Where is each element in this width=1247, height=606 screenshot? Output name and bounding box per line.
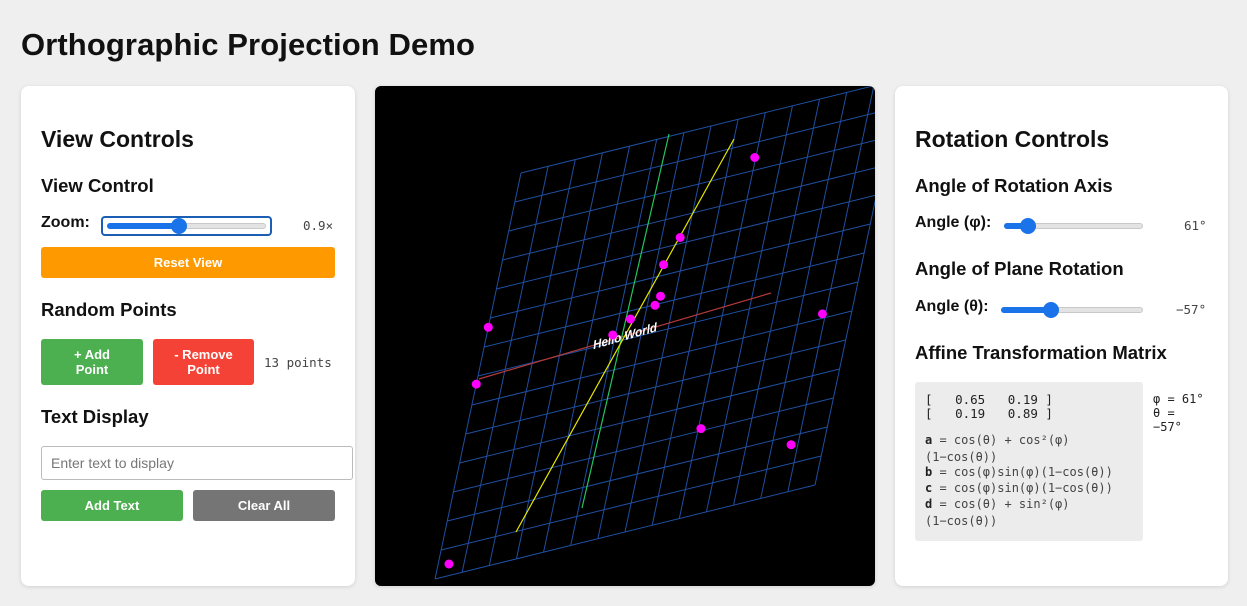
add-point-button[interactable]: + Add Point — [41, 339, 143, 385]
view-controls-title: View Controls — [41, 126, 194, 152]
points-layer — [444, 153, 827, 569]
random-point — [650, 300, 660, 310]
point-count: 13 points — [264, 355, 332, 370]
random-point — [817, 309, 827, 319]
grid-line-u — [814, 199, 875, 486]
rotation-axis-heading: Angle of Rotation Axis — [915, 175, 1113, 196]
grid-line-v — [508, 139, 875, 232]
formula-b: b = cos(φ)sin(φ)(1−cos(θ)) — [925, 465, 1113, 479]
add-text-button[interactable]: Add Text — [41, 490, 183, 521]
grid-line-v — [484, 252, 865, 348]
random-points-heading: Random Points — [41, 299, 177, 320]
rotation-controls-panel: Rotation Controls Angle of Rotation Axis… — [895, 86, 1228, 586]
grid-lines — [434, 86, 875, 580]
grid-line-u — [760, 92, 848, 499]
theta-value: −57° — [1176, 302, 1207, 317]
phi-slider-thumb[interactable] — [1019, 218, 1036, 234]
rotation-controls-title: Rotation Controls — [915, 126, 1110, 152]
random-point — [675, 233, 685, 242]
reset-view-button[interactable]: Reset View — [41, 247, 335, 278]
random-point — [656, 291, 666, 301]
random-point — [608, 330, 618, 340]
matrix-row-2: [ 0.19 0.89 ] — [925, 406, 1053, 421]
remove-point-button[interactable]: - Remove Point — [153, 339, 254, 385]
plane-rotation-heading: Angle of Plane Rotation — [915, 258, 1124, 279]
matrix-row-1: [ 0.65 0.19 ] — [925, 392, 1053, 407]
matrix-heading: Affine Transformation Matrix — [915, 342, 1167, 363]
phi-readout: φ = 61° — [1153, 392, 1204, 406]
yellow-axis-line — [515, 138, 735, 533]
page-title: Orthographic Projection Demo — [21, 27, 476, 62]
phi-label: Angle (φ): — [915, 214, 992, 231]
phi-value: 61° — [1184, 218, 1207, 233]
view-control-heading: View Control — [41, 175, 154, 196]
formula-d: d = cos(θ) + sin²(φ)(1−cos(θ)) — [925, 497, 1070, 528]
text-input[interactable] — [41, 446, 353, 480]
random-point — [786, 440, 796, 450]
random-point — [696, 424, 706, 434]
grid-line-v — [496, 194, 875, 290]
projection-canvas[interactable]: Hello World — [375, 86, 875, 586]
grid-line-v — [520, 86, 875, 174]
random-point — [626, 314, 635, 324]
view-controls-panel: View Controls View Control Zoom: 0.9× Re… — [21, 86, 355, 586]
grid-line-v — [490, 223, 871, 319]
theta-slider-thumb[interactable] — [1042, 302, 1059, 318]
zoom-value: 0.9× — [303, 218, 334, 233]
text-display-heading: Text Display — [41, 406, 149, 427]
formula-c: c = cos(φ)sin(φ)(1−cos(θ)) — [925, 481, 1113, 495]
theta-readout-label: θ = — [1153, 406, 1175, 420]
green-axis-line — [581, 133, 670, 509]
random-point — [483, 322, 493, 332]
random-point — [471, 379, 481, 389]
zoom-slider[interactable] — [101, 216, 272, 236]
formula-a: a = cos(θ) + cos²(φ)(1−cos(θ)) — [925, 433, 1070, 464]
random-point — [444, 559, 454, 569]
matrix-box: [ 0.65 0.19 ] [ 0.19 0.89 ] a = cos(θ) +… — [915, 382, 1143, 541]
zoom-label: Zoom: — [41, 214, 90, 231]
theta-slider[interactable] — [1001, 302, 1143, 318]
theta-readout-value: −57° — [1153, 420, 1182, 434]
grid-line-u — [705, 105, 793, 512]
projection-svg: Hello World — [434, 86, 875, 580]
theta-label: Angle (θ): — [915, 298, 989, 315]
grid-line-v — [514, 112, 875, 203]
grid-line-v — [502, 167, 875, 261]
grid-line-u — [787, 86, 875, 492]
grid-line-u — [733, 99, 821, 506]
grid-line-u — [651, 119, 739, 526]
random-point — [659, 260, 669, 270]
phi-slider[interactable] — [1004, 218, 1143, 234]
clear-all-button[interactable]: Clear All — [193, 490, 335, 521]
grid-line-u — [678, 112, 766, 519]
random-point — [750, 153, 760, 162]
zoom-slider-thumb[interactable] — [170, 218, 187, 234]
